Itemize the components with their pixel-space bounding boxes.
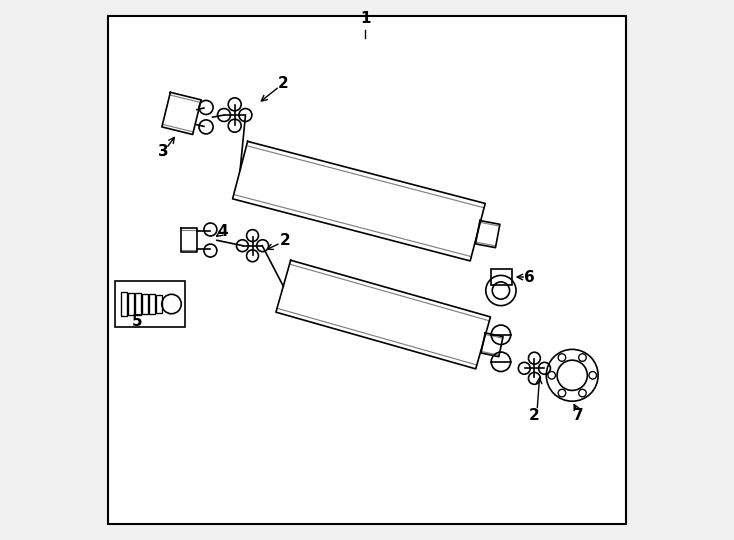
- Text: 5: 5: [131, 314, 142, 329]
- Bar: [142, 294, 148, 314]
- Text: 3: 3: [158, 144, 168, 159]
- Bar: [128, 293, 134, 315]
- Polygon shape: [181, 228, 197, 252]
- Text: 2: 2: [278, 76, 288, 91]
- Bar: [121, 292, 127, 316]
- Text: 2: 2: [529, 408, 539, 423]
- Polygon shape: [233, 141, 485, 261]
- Polygon shape: [481, 333, 503, 357]
- Bar: [491, 269, 512, 285]
- Text: 7: 7: [573, 408, 584, 423]
- Bar: [150, 294, 156, 314]
- Polygon shape: [476, 220, 500, 248]
- Polygon shape: [276, 260, 490, 369]
- Bar: [135, 293, 141, 315]
- Bar: [115, 281, 185, 327]
- Text: 4: 4: [217, 224, 228, 239]
- Text: 6: 6: [523, 269, 534, 285]
- Text: 2: 2: [280, 233, 290, 248]
- Polygon shape: [162, 92, 201, 134]
- Text: 1: 1: [360, 11, 371, 26]
- Bar: [156, 295, 162, 313]
